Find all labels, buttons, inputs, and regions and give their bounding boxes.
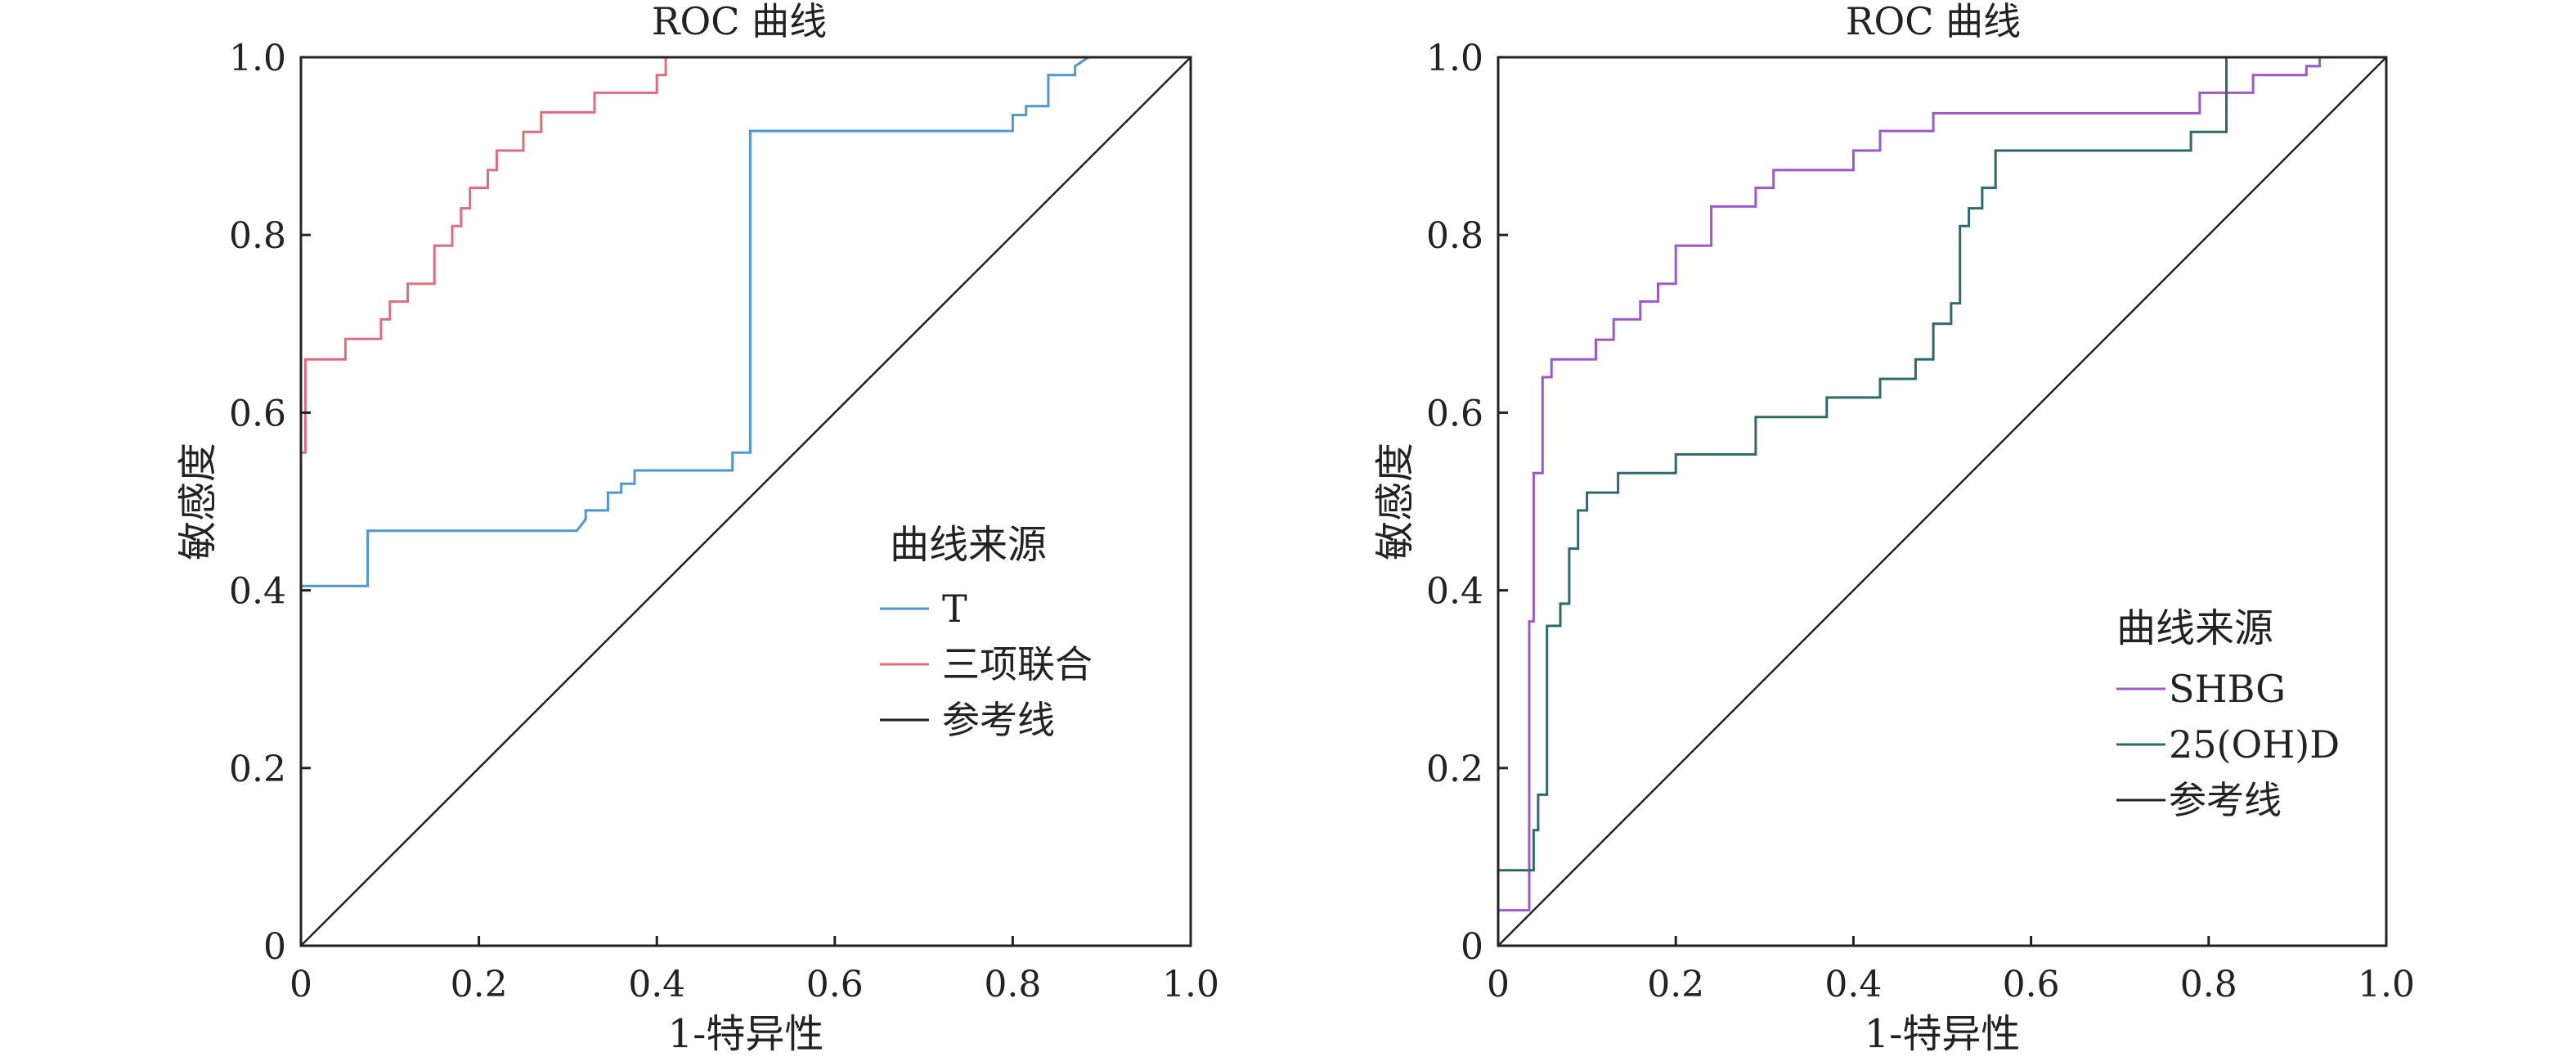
legend-item-combined: 三项联合 — [880, 642, 1093, 686]
x-axis-label: 1-特异性 — [668, 1011, 824, 1057]
x-tick-label: 1.0 — [1162, 964, 1219, 1005]
x-tick-label: 0.4 — [1824, 964, 1882, 1005]
series-line-25ohd — [1497, 57, 2228, 946]
series-line-combined — [299, 57, 667, 946]
y-tick-label: 0 — [263, 926, 286, 968]
legend-item-25ohd: 25(OH)D — [2116, 722, 2340, 767]
y-tick-label: 0.8 — [229, 215, 286, 257]
series-line-t — [299, 56, 1089, 946]
legend-label-shbg: SHBG — [2169, 667, 2286, 711]
series-layer — [299, 56, 1192, 947]
plot-frame — [299, 56, 1192, 947]
roc-chart-left: ROC 曲线 0 0.2 0.4 0.6 0.8 1.000.20.40.60.81.0 … — [175, 0, 1219, 1057]
legend-item-reference: 参考线 — [2116, 778, 2282, 822]
x-tick-label: 0 — [289, 964, 312, 1005]
series-line-reference — [1497, 56, 2387, 947]
plot-frame — [1497, 56, 2388, 947]
y-tick-label: 1.0 — [229, 38, 286, 79]
legend-label-combined: 三项联合 — [942, 642, 1093, 686]
x-tick-label: 1.0 — [2358, 964, 2415, 1005]
y-tick-label: 0.8 — [1426, 215, 1483, 257]
x-tick-label: 0.8 — [984, 964, 1041, 1005]
legend-item-shbg: SHBG — [2116, 667, 2286, 711]
ticks-layer: 0 0.2 0.4 0.6 0.8 1.0 0 0.2 0.4 0.6 0.8 1.0 — [229, 38, 1219, 1005]
x-tick-label: 0.6 — [806, 964, 864, 1005]
y-tick-label: 0.6 — [229, 393, 286, 434]
y-tick-label: 0.4 — [229, 571, 286, 613]
x-tick-label: 0.2 — [451, 964, 508, 1005]
legend: 曲线来源 SHBG 25(OH)D 参考线 — [2116, 605, 2340, 822]
legend-label-reference: 参考线 — [942, 698, 1055, 742]
x-tick-label: 0.6 — [2003, 964, 2060, 1005]
y-tick-label: 0.2 — [1426, 749, 1483, 790]
y-tick-label: 0.2 — [229, 749, 286, 790]
legend: 曲线来源 T 三项联合 参考线 — [880, 522, 1093, 742]
legend-label-reference: 参考线 — [2169, 778, 2282, 822]
y-tick-label: 0.6 — [1426, 393, 1483, 434]
roc-chart-right: ROC 曲线 0 0.2 0.4 0.6 0.8 1.000.20.40.60.81.0 … — [1372, 0, 2415, 1057]
legend-item-reference: 参考线 — [880, 698, 1055, 742]
y-tick-label: 1.0 — [1426, 38, 1483, 79]
y-axis-label: 敏感度 — [1372, 443, 1418, 560]
series-line-reference — [300, 56, 1192, 947]
x-axis-label: 1-特异性 — [1865, 1011, 2021, 1057]
chart-title: ROC 曲线 — [652, 0, 827, 43]
legend-title: 曲线来源 — [890, 522, 1047, 568]
y-axis-label: 敏感度 — [175, 443, 221, 560]
legend-label-25ohd: 25(OH)D — [2169, 722, 2340, 767]
series-line-shbg — [1497, 56, 2329, 946]
ticks-layer: 0 0.2 0.4 0.6 0.8 1.0 0 0.2 0.4 0.6 0.8 1.0 — [1426, 38, 2415, 1005]
y-tick-label: 0 — [1461, 926, 1483, 968]
x-tick-label: 0.4 — [628, 964, 685, 1005]
legend-label-t: T — [942, 587, 967, 631]
x-tick-label: 0 — [1487, 964, 1510, 1005]
legend-item-t: T — [880, 587, 967, 631]
series-layer — [1497, 56, 2387, 947]
legend-title: 曲线来源 — [2116, 605, 2273, 651]
x-tick-label: 0.8 — [2180, 964, 2237, 1005]
chart-title: ROC 曲线 — [1846, 0, 2021, 43]
x-tick-label: 0.2 — [1647, 964, 1704, 1005]
y-tick-label: 0.4 — [1426, 571, 1483, 613]
